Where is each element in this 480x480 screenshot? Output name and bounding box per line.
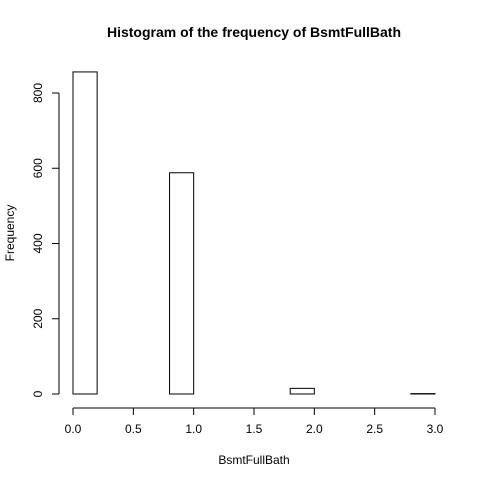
y-tick-label: 0 xyxy=(31,390,45,397)
x-tick-label: 0.0 xyxy=(65,422,82,436)
y-axis-label: Frequency xyxy=(3,205,17,262)
histogram-bar xyxy=(72,71,98,395)
x-tick-label: 0.5 xyxy=(125,422,142,436)
x-tick-label: 2.5 xyxy=(366,422,383,436)
y-tick-label: 800 xyxy=(31,83,45,103)
x-tick-label: 3.0 xyxy=(427,422,444,436)
histogram-bar xyxy=(289,387,315,395)
y-tick-label: 400 xyxy=(31,233,45,253)
x-tick-label: 1.5 xyxy=(246,422,263,436)
x-axis-label: BsmtFullBath xyxy=(218,453,289,467)
x-tick-label: 1.0 xyxy=(185,422,202,436)
bars-group xyxy=(72,71,436,395)
y-tick-label: 200 xyxy=(31,308,45,328)
chart-title: Histogram of the frequency of BsmtFullBa… xyxy=(107,24,401,40)
histogram-bar xyxy=(169,172,195,395)
x-axis: 0.0 0.5 1.0 1.5 2.0 2.5 3.0 xyxy=(65,407,444,436)
x-tick-label: 2.0 xyxy=(306,422,323,436)
y-axis: 0 200 400 600 800 xyxy=(31,83,60,397)
y-tick-label: 600 xyxy=(31,158,45,178)
